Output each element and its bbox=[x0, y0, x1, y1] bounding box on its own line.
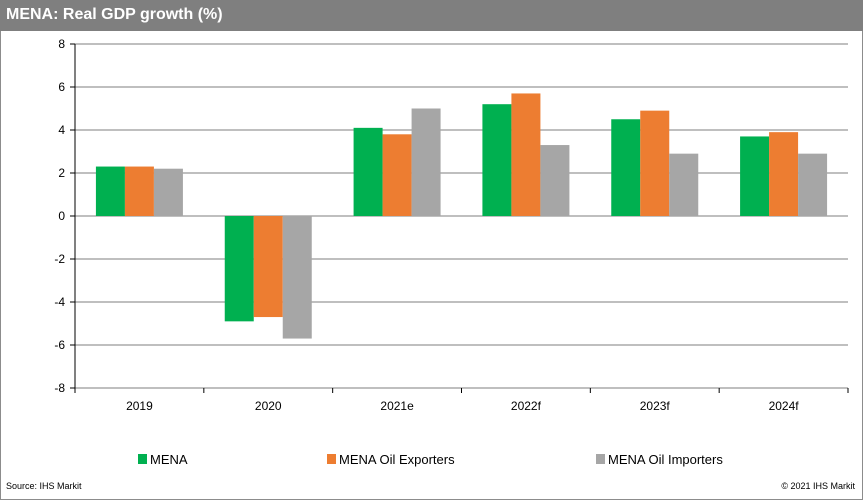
bar bbox=[640, 110, 670, 216]
bar bbox=[353, 127, 383, 216]
x-tick-label: 2022f bbox=[511, 399, 542, 413]
copyright-note: © 2021 IHS Markit bbox=[781, 481, 855, 491]
bar bbox=[153, 168, 183, 216]
bar bbox=[95, 166, 125, 216]
legend-label: MENA Oil Importers bbox=[608, 452, 723, 467]
y-tick-label: 2 bbox=[58, 166, 65, 180]
x-tick-label: 2023f bbox=[640, 399, 671, 413]
x-tick-label: 2019 bbox=[126, 399, 153, 413]
bar bbox=[224, 216, 254, 322]
y-tick-label: -4 bbox=[54, 295, 65, 309]
x-tick-label: 2020 bbox=[255, 399, 282, 413]
bar bbox=[124, 166, 154, 216]
bar bbox=[611, 119, 641, 216]
y-tick-label: 0 bbox=[58, 209, 65, 223]
bar bbox=[282, 216, 312, 339]
y-tick-label: 6 bbox=[58, 80, 65, 94]
y-tick-label: 8 bbox=[58, 37, 65, 51]
bar bbox=[382, 134, 412, 216]
y-tick-label: -8 bbox=[54, 381, 65, 395]
x-tick-label: 2024f bbox=[769, 399, 800, 413]
legend-swatch bbox=[327, 454, 336, 464]
chart-title: MENA: Real GDP growth (%) bbox=[6, 6, 223, 23]
source-note: Source: IHS Markit bbox=[6, 481, 82, 491]
bar bbox=[769, 132, 799, 216]
bar bbox=[511, 93, 541, 216]
bar bbox=[482, 104, 512, 216]
bar bbox=[669, 153, 699, 216]
bar bbox=[540, 145, 570, 216]
legend-label: MENA Oil Exporters bbox=[339, 452, 455, 467]
y-tick-label: 4 bbox=[58, 123, 65, 137]
y-tick-label: -6 bbox=[54, 338, 65, 352]
bar bbox=[253, 216, 283, 318]
legend-label: MENA bbox=[150, 452, 188, 467]
title-bar: MENA: Real GDP growth (%) bbox=[0, 0, 863, 31]
legend-swatch bbox=[596, 454, 605, 464]
legend-swatch bbox=[138, 454, 147, 464]
bar bbox=[411, 108, 441, 216]
bar bbox=[740, 136, 770, 216]
bar bbox=[798, 153, 828, 216]
x-tick-label: 2021e bbox=[380, 399, 414, 413]
y-tick-label: -2 bbox=[54, 252, 65, 266]
